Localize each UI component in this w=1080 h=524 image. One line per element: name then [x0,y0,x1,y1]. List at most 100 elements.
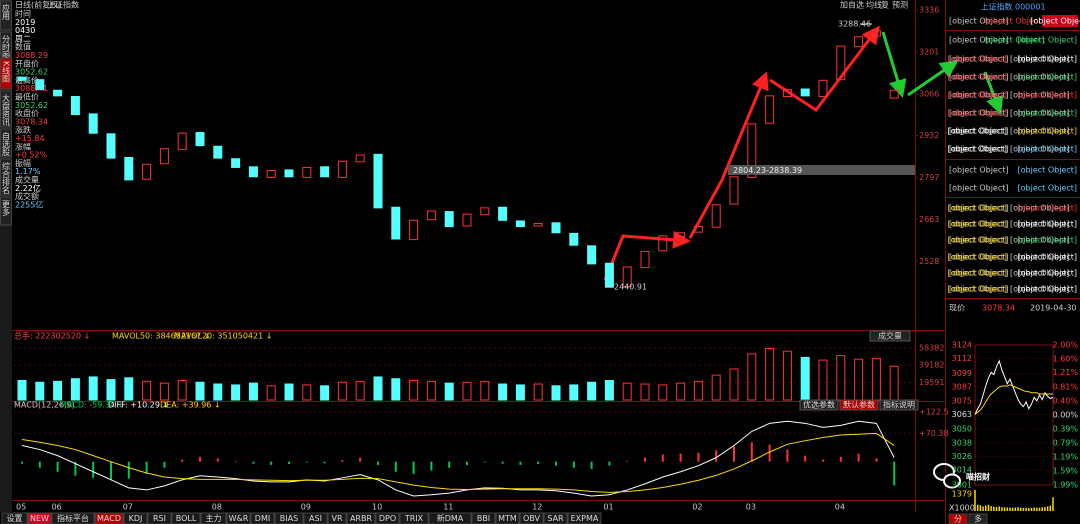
header-button[interactable]: 加自选 [840,0,864,10]
tab-label[interactable]: 指标平台 [57,513,89,523]
candle [729,176,739,205]
tab-label[interactable]: RSI [153,514,166,523]
tab[interactable] [471,512,496,524]
macd-bar [786,449,789,462]
tab[interactable] [171,512,201,524]
sidebar-tab-label[interactable]: 大盘资讯 [2,93,11,127]
volume-button-label[interactable]: 成交量 [878,331,902,341]
tab[interactable] [200,512,227,524]
sidebar-tab[interactable] [0,128,12,158]
tab-label[interactable]: VR [331,514,342,523]
macd-button[interactable] [839,399,879,411]
tab[interactable] [567,512,602,524]
sidebar-tab[interactable] [0,158,12,196]
tab-label[interactable]: DMI [255,514,270,523]
macd-button-label[interactable]: 指标说明 [883,400,915,410]
y-tick-label: +70.38 [919,429,949,438]
quote-cell: [object Object] [948,127,1008,136]
tab[interactable] [428,512,472,524]
macd-bar [768,444,771,462]
tab-label[interactable]: 主力 [206,513,222,523]
macd-button[interactable] [879,399,919,411]
tab[interactable] [147,512,172,524]
tab[interactable] [250,512,275,524]
info-line: 3052.62 [15,68,48,77]
tab[interactable] [543,512,568,524]
quote-cell: [object Object] [949,220,1009,229]
sidebar-tab-label[interactable]: K线图 [2,61,11,83]
sidebar-tab[interactable] [0,57,12,90]
tab[interactable] [375,512,400,524]
mini-tab[interactable] [948,513,968,524]
header-button[interactable]: 复 [881,0,889,10]
mini-tab-label[interactable]: 多 [974,514,982,524]
tab-label[interactable]: ASI [309,514,322,523]
tab[interactable] [1,512,28,524]
tab[interactable] [27,512,52,524]
macd-bar [252,461,255,464]
header-button[interactable]: 均线 [866,0,882,10]
sidebar-tab[interactable] [0,196,12,226]
macd-bar [608,461,611,466]
tab-label[interactable]: 设置 [7,513,23,523]
macd-button-label[interactable]: 优选参数 [803,400,835,410]
volume-bar [444,382,454,401]
tab-label[interactable]: OBV [523,514,541,523]
candle [622,266,632,288]
sidebar-tab-label[interactable]: 应用 [2,3,11,21]
tab[interactable] [495,512,520,524]
tab-label[interactable]: NEW [30,514,49,523]
y2-tick-label: 0.81% [1053,382,1079,391]
tab-label[interactable]: 新DMA [437,513,464,523]
tab-label[interactable]: BBI [477,514,490,523]
y2-tick-label: 1.99% [1053,481,1079,490]
macd-button-label[interactable]: 默认参数 [843,400,875,410]
tab-label[interactable]: KDJ [129,514,143,523]
tab[interactable] [303,512,328,524]
sidebar-tab-label[interactable]: 更多 [2,200,11,217]
tab-label[interactable]: ARBR [350,514,373,523]
macd-button[interactable] [799,399,839,411]
candle [302,166,312,178]
info-line: 时间 [15,9,31,19]
info-line: 最高价 [15,75,39,85]
tab[interactable] [346,512,376,524]
candle [640,250,650,269]
tab-label[interactable]: BOLL [176,514,197,523]
sidebar-tab[interactable] [0,31,12,57]
sidebar-tab[interactable] [0,90,12,128]
tab-label[interactable]: MTM [498,514,517,523]
tab[interactable] [94,512,124,524]
tab[interactable] [274,512,304,524]
sidebar-tab[interactable] [0,0,12,31]
mini-tab[interactable] [968,513,988,524]
tab[interactable] [399,512,429,524]
tab-label[interactable]: EXPMA [571,514,599,523]
tab-label[interactable]: MACD [97,514,121,523]
candle [765,95,775,124]
macd-bar [839,456,842,462]
volume-bar [462,381,472,401]
sidebar-tab-label[interactable]: 综合排名 [2,161,11,195]
tab-label[interactable]: BIAS [280,514,298,523]
quote-cell: [object Object] [1010,109,1070,118]
x-tick-label: 04 [835,503,845,512]
tab[interactable] [123,512,148,524]
tab[interactable] [519,512,544,524]
sidebar-tab-label[interactable]: 自选股 [2,131,11,157]
tab[interactable] [51,512,95,524]
quote-button[interactable] [1042,15,1078,27]
header-button[interactable]: 预测 [892,0,908,10]
y-tick-label: 19591 [919,378,944,387]
tab-label[interactable]: SAR [547,514,564,523]
tab[interactable] [226,512,251,524]
tab[interactable] [327,512,347,524]
tab-label[interactable]: TRIX [404,514,424,523]
quote-cell[interactable]: [object Object] [1030,17,1080,26]
sidebar-tab-label[interactable]: 分时图 [2,35,11,60]
volume-button[interactable] [869,330,911,342]
tab-label[interactable]: W&R [229,514,249,523]
tab-label[interactable]: DPO [379,514,396,523]
candle [17,76,27,81]
mini-tab-label[interactable]: 分 [954,515,962,524]
